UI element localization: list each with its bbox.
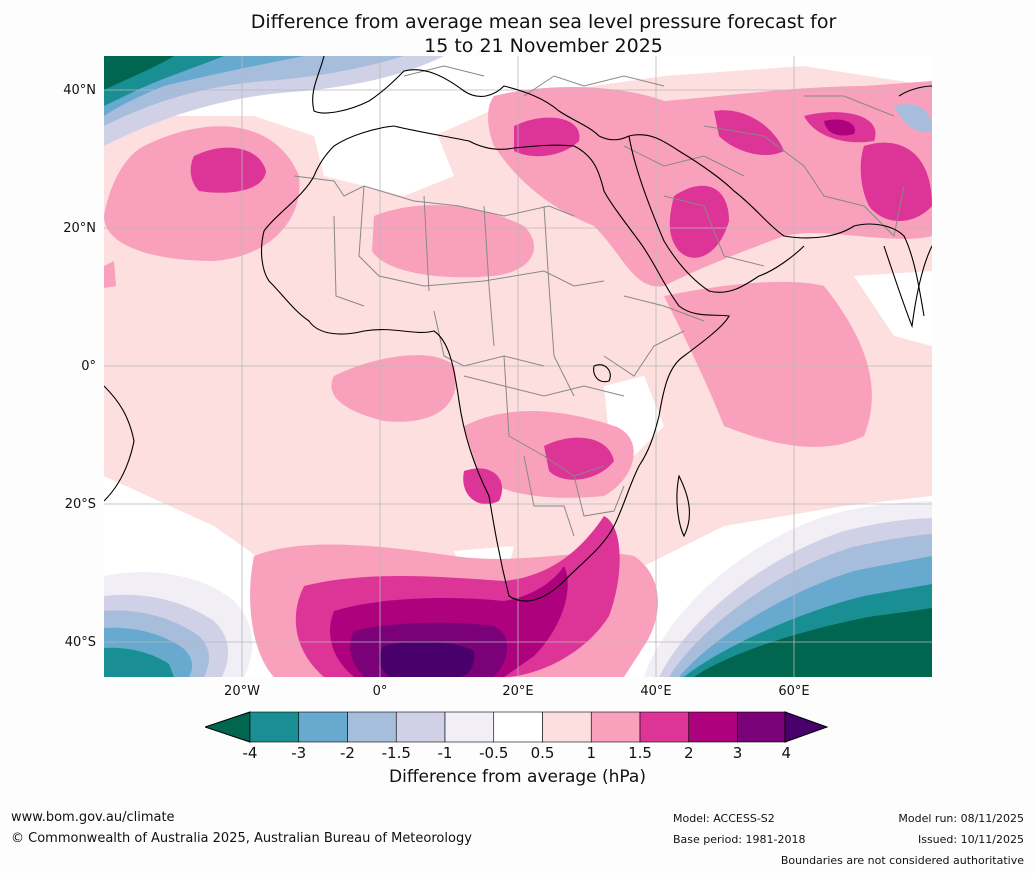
colorbar-cell <box>395 711 446 743</box>
pressure-anomaly-map <box>104 56 932 677</box>
lon-label-20e: 20°E <box>502 684 534 699</box>
colorbar-tick-label: 1.5 <box>628 744 652 762</box>
colorbar-cell <box>590 711 641 743</box>
negative-anomaly-southwest <box>104 572 253 677</box>
colorbar-cell <box>298 711 348 743</box>
footer-model-run: Model run: 08/11/2025 <box>898 812 1024 825</box>
colorbar-cell <box>737 711 787 743</box>
positive-anomaly-4 <box>350 622 508 677</box>
colorbar-cell <box>542 711 592 743</box>
colorbar-tick-label: -0.5 <box>479 744 509 762</box>
colorbar-tick-label: -2 <box>340 744 355 762</box>
colorbar-tick-label: 3 <box>732 744 743 762</box>
colorbar-tick-label: -1.5 <box>381 744 411 762</box>
colorbar <box>205 711 829 743</box>
footer-copyright: © Commonwealth of Australia 2025, Austra… <box>11 831 472 846</box>
footer-website[interactable]: www.bom.gov.au/climate <box>11 810 175 825</box>
colorbar-cell <box>347 711 397 743</box>
colorbar-tick-label: 1 <box>586 744 597 762</box>
coastlines <box>104 56 932 602</box>
negative-anomaly-southeast <box>644 501 932 677</box>
colorbar-cell <box>249 711 300 743</box>
lon-label-40e: 40°E <box>640 684 672 699</box>
lon-label-20w: 20°W <box>224 684 260 699</box>
colorbar-high-extension <box>784 711 829 743</box>
colorbar-tick-label: -3 <box>291 744 307 762</box>
country-borders <box>293 65 905 537</box>
lon-label-0: 0° <box>372 684 388 699</box>
lat-label-40n: 40°N <box>63 83 96 98</box>
footer-model: Model: ACCESS-S2 <box>673 812 775 825</box>
footer-base-period: Base period: 1981-2018 <box>673 833 806 846</box>
lon-label-60e: 60°E <box>778 684 810 699</box>
lat-label-40s: 40°S <box>64 635 96 650</box>
colorbar-cell <box>444 711 495 743</box>
colorbar-tick-label: 2 <box>683 744 694 762</box>
footer-issued: Issued: 10/11/2025 <box>917 833 1024 846</box>
gridlines <box>104 56 932 677</box>
colorbar-tick-label: 4 <box>781 744 792 762</box>
lat-label-20n: 20°N <box>63 221 96 236</box>
title-line-1: Difference from average mean sea level p… <box>250 11 837 33</box>
colorbar-cell <box>639 711 690 743</box>
title-line-2: 15 to 21 November 2025 <box>424 35 663 57</box>
lat-label-20s: 20°S <box>64 497 96 512</box>
colorbar-cell <box>688 711 738 743</box>
colorbar-label: Difference from average (hPa) <box>389 767 646 787</box>
colorbar-cell <box>493 711 543 743</box>
colorbar-tick-label: -4 <box>242 744 258 762</box>
lat-label-equator: 0° <box>81 359 96 374</box>
colorbar-tick-label: -1 <box>437 744 453 762</box>
colorbar-low-extension <box>205 711 251 743</box>
footer-disclaimer: Boundaries are not considered authoritat… <box>780 854 1024 867</box>
negative-anomaly-north <box>104 56 932 146</box>
colorbar-tick-label: 0.5 <box>530 744 555 762</box>
